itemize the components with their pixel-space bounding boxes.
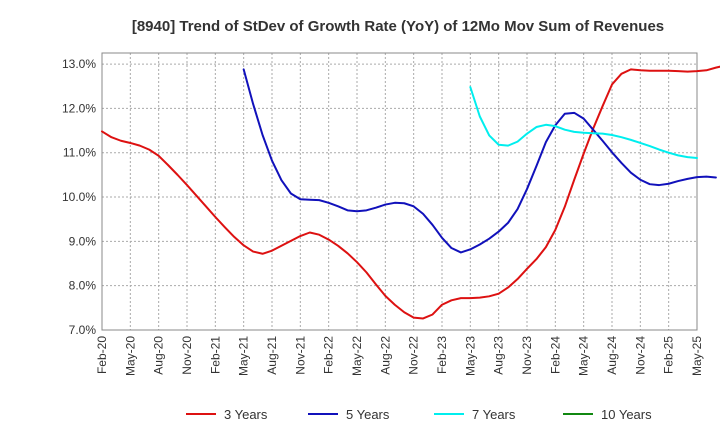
x-tick-label: Nov-24 — [633, 336, 647, 375]
x-tick-label: Feb-21 — [208, 336, 222, 374]
x-tick-label: Nov-20 — [180, 336, 194, 375]
y-tick-label: 11.0% — [63, 146, 96, 160]
y-tick-label: 12.0% — [62, 101, 96, 115]
x-tick-label: May-24 — [577, 336, 591, 376]
plot-frame — [101, 52, 698, 331]
y-tick-label: 9.0% — [69, 234, 97, 248]
series-line — [242, 68, 717, 254]
chart-title: [8940] Trend of StDev of Growth Rate (Yo… — [132, 18, 664, 35]
x-tick-label: May-22 — [350, 336, 364, 376]
x-tick-label: Feb-25 — [662, 336, 676, 374]
x-tick-label: May-21 — [237, 336, 251, 376]
y-tick-label: 13.0% — [62, 57, 96, 71]
legend-label: 10 Years — [601, 407, 652, 422]
legend-label: 7 Years — [472, 407, 516, 422]
series-line — [469, 86, 698, 160]
x-tick-label: Feb-24 — [548, 336, 562, 374]
series-layer — [101, 65, 720, 320]
x-tick-label: Feb-22 — [322, 336, 336, 374]
axis-layer: 7.0% 8.0% 9.0% 10.0% 11.0% 12.0% 13.0% Feb-20 Ma… — [62, 52, 704, 376]
y-tick-label: 8.0% — [69, 279, 97, 293]
x-tick-label: May-23 — [463, 336, 477, 376]
x-tick-label: Aug-21 — [265, 336, 279, 375]
x-tick-label: Nov-22 — [407, 336, 421, 375]
x-tick-label: Nov-21 — [293, 336, 307, 375]
x-tick-label: Feb-20 — [95, 336, 109, 374]
legend-label: 3 Years — [224, 407, 268, 422]
x-tick-label: Aug-22 — [378, 336, 392, 375]
legend-label: 5 Years — [346, 407, 390, 422]
x-tick-label: May-20 — [123, 336, 137, 376]
x-tick-label: Aug-20 — [152, 336, 166, 375]
legend: 3 Years 5 Years 7 Years 10 Years — [186, 407, 652, 422]
x-tick-label: Aug-24 — [605, 336, 619, 375]
x-tick-label: Aug-23 — [492, 336, 506, 375]
x-tick-label: May-25 — [690, 336, 704, 376]
y-tick-label: 7.0% — [69, 323, 97, 337]
x-tick-label: Nov-23 — [520, 336, 534, 375]
y-tick-label: 10.0% — [62, 190, 96, 204]
series-line — [101, 65, 720, 320]
x-tick-label: Feb-23 — [435, 336, 449, 374]
